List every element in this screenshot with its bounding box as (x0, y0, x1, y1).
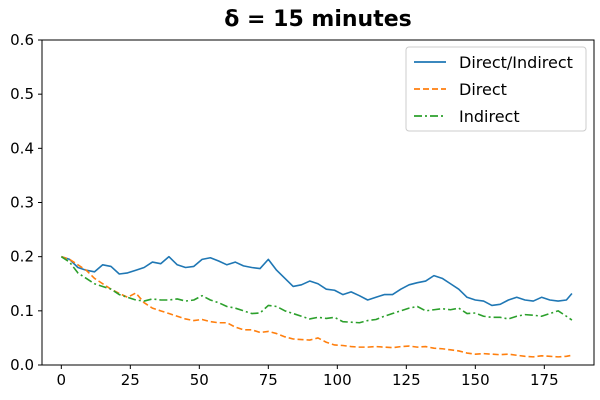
y-tick-label: 0.2 (10, 248, 34, 266)
chart-title: δ = 15 minutes (224, 7, 411, 32)
y-tick-label: 0.3 (10, 194, 34, 212)
x-tick-label: 100 (323, 371, 352, 389)
y-tick-label: 0.6 (10, 31, 34, 49)
axes-layer: 0 25 50 75 100 125 150 175 0.0 0.1 0.2 0.3 0.4 0.5 0.6 (10, 31, 595, 389)
x-tick-label: 0 (57, 371, 67, 389)
x-tick-label: 25 (121, 371, 140, 389)
x-tick-label: 125 (392, 371, 421, 389)
x-tick-label: 50 (190, 371, 209, 389)
series-line-direct-indirect (61, 255, 573, 307)
legend-label: Direct (459, 80, 507, 99)
x-tick-label: 175 (530, 371, 559, 389)
y-tick-label: 0.5 (10, 85, 34, 103)
series-line-indirect (60, 256, 573, 324)
y-tick-label: 0.4 (10, 139, 34, 157)
legend-label: Indirect (459, 107, 520, 126)
series-layer (60, 255, 573, 358)
legend-box (405, 46, 587, 132)
legend: Direct/Indirect Direct Indirect (405, 46, 587, 132)
y-tick-label: 0.0 (10, 356, 34, 374)
x-tick-label: 75 (259, 371, 278, 389)
series-line-direct (61, 255, 573, 358)
y-tick-label: 0.1 (10, 302, 34, 320)
x-tick-label: 150 (461, 371, 490, 389)
legend-label: Direct/Indirect (459, 53, 573, 72)
